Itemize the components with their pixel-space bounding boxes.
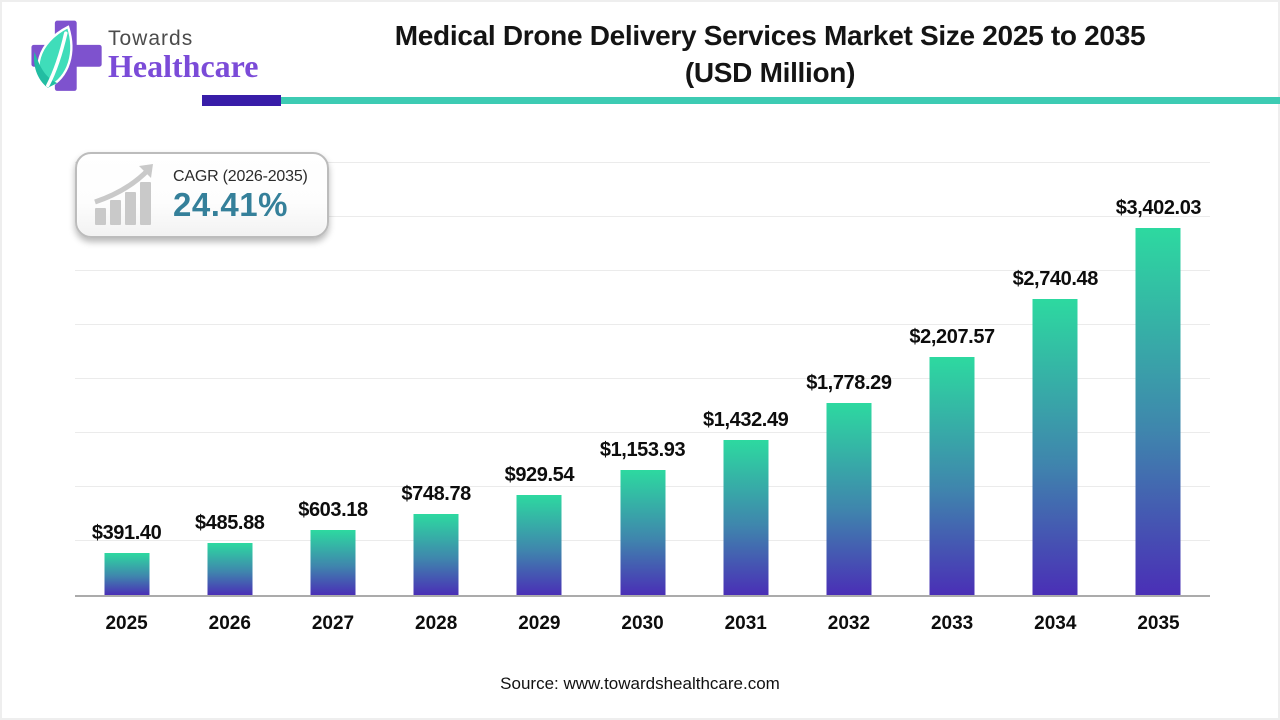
- year-label-2026: 2026: [208, 613, 251, 634]
- chart-title-line2: (USD Million): [684, 57, 856, 88]
- year-label-2033: 2033: [930, 613, 974, 634]
- source-text: Source: www.towardshealthcare.com: [500, 674, 780, 693]
- value-label-2035: $3,402.03: [1115, 196, 1202, 219]
- bar-slot-2031: $1,432.49 2031: [694, 163, 797, 634]
- plot-area: $391.40 2025 $485.88 2026 $603.18 2027 $748.78…: [75, 162, 1210, 634]
- bar-slot-2034: $2,740.48 2034: [1004, 163, 1107, 634]
- cagr-badge-text: CAGR (2026-2035) 24.41%: [173, 167, 308, 223]
- year-label-2031: 2031: [724, 613, 767, 634]
- bar-2034: [1032, 299, 1078, 595]
- bar-slot-2029: $929.54 2029: [488, 163, 591, 634]
- bar-2035: [1135, 227, 1181, 595]
- logo-wordmark: Towards Healthcare: [108, 27, 258, 83]
- gridline-3500: [75, 216, 1210, 217]
- year-label-2027: 2027: [311, 613, 355, 634]
- value-label-2031: $1,432.49: [703, 409, 789, 432]
- bar-2032: [826, 402, 872, 595]
- cagr-label: CAGR (2026-2035): [173, 168, 308, 185]
- bar-slot-2027: $603.18 2027: [281, 163, 384, 634]
- bar-2026: [207, 542, 253, 595]
- bar-2027: [310, 529, 356, 595]
- bar-slot-2025: $391.40 2025: [75, 163, 178, 634]
- bar-2031: [723, 440, 769, 595]
- year-label-2034: 2034: [1034, 613, 1077, 634]
- bar-2025: [104, 552, 150, 595]
- gridline-1500: [75, 432, 1210, 433]
- year-label-2032: 2032: [827, 613, 871, 634]
- gridline-2000: [75, 378, 1210, 379]
- bar-slot-2030: $1,153.93 2030: [591, 163, 694, 634]
- chart-title: Medical Drone Delivery Services Market S…: [300, 17, 1240, 91]
- gridline-2500: [75, 324, 1210, 325]
- bar-slots: $391.40 2025 $485.88 2026 $603.18 2027 $748.78…: [75, 163, 1210, 634]
- value-label-2028: $748.78: [401, 483, 471, 506]
- x-axis-line: [75, 595, 1210, 597]
- value-label-2033: $2,207.57: [909, 325, 995, 348]
- year-label-2035: 2035: [1137, 613, 1180, 634]
- chart-title-line1: Medical Drone Delivery Services Market S…: [394, 20, 1146, 51]
- cagr-badge: CAGR (2026-2035) 24.41%: [75, 152, 329, 238]
- bar-slot-2028: $748.78 2028: [385, 163, 488, 634]
- logo-cross-leaf-icon: [31, 20, 102, 91]
- value-label-2027: $603.18: [298, 498, 368, 521]
- bar-slot-2033: $2,207.57 2033: [901, 163, 1004, 634]
- bar-slot-2026: $485.88 2026: [178, 163, 281, 634]
- gridline-3000: [75, 270, 1210, 271]
- value-label-2032: $1,778.29: [806, 371, 892, 394]
- bar-2028: [413, 514, 459, 595]
- year-label-2030: 2030: [621, 613, 664, 634]
- logo-healthcare-text: Healthcare: [108, 48, 259, 84]
- bar-2030: [620, 470, 666, 595]
- logo-towards-text: Towards: [108, 27, 194, 50]
- year-label-2025: 2025: [105, 613, 148, 634]
- gridline-4000: [75, 162, 1210, 163]
- logo: Towards Healthcare: [26, 16, 258, 94]
- bar-2033: [929, 356, 975, 595]
- value-label-2034: $2,740.48: [1012, 268, 1099, 291]
- divider-teal-line: [281, 97, 1280, 104]
- divider-purple-segment: [202, 95, 281, 106]
- year-label-2028: 2028: [415, 613, 458, 634]
- value-label-2026: $485.88: [195, 511, 265, 534]
- bar-slot-2035: $3,402.03 2035: [1107, 163, 1210, 634]
- cagr-value: 24.41%: [173, 186, 288, 223]
- value-label-2030: $1,153.93: [599, 439, 686, 462]
- growth-chart-icon: [94, 164, 153, 225]
- value-label-2029: $929.54: [504, 463, 575, 486]
- bar-slot-2032: $1,778.29 2032: [797, 163, 900, 634]
- year-label-2029: 2029: [518, 613, 561, 634]
- bar-2029: [516, 494, 562, 595]
- value-label-2025: $391.40: [91, 521, 162, 544]
